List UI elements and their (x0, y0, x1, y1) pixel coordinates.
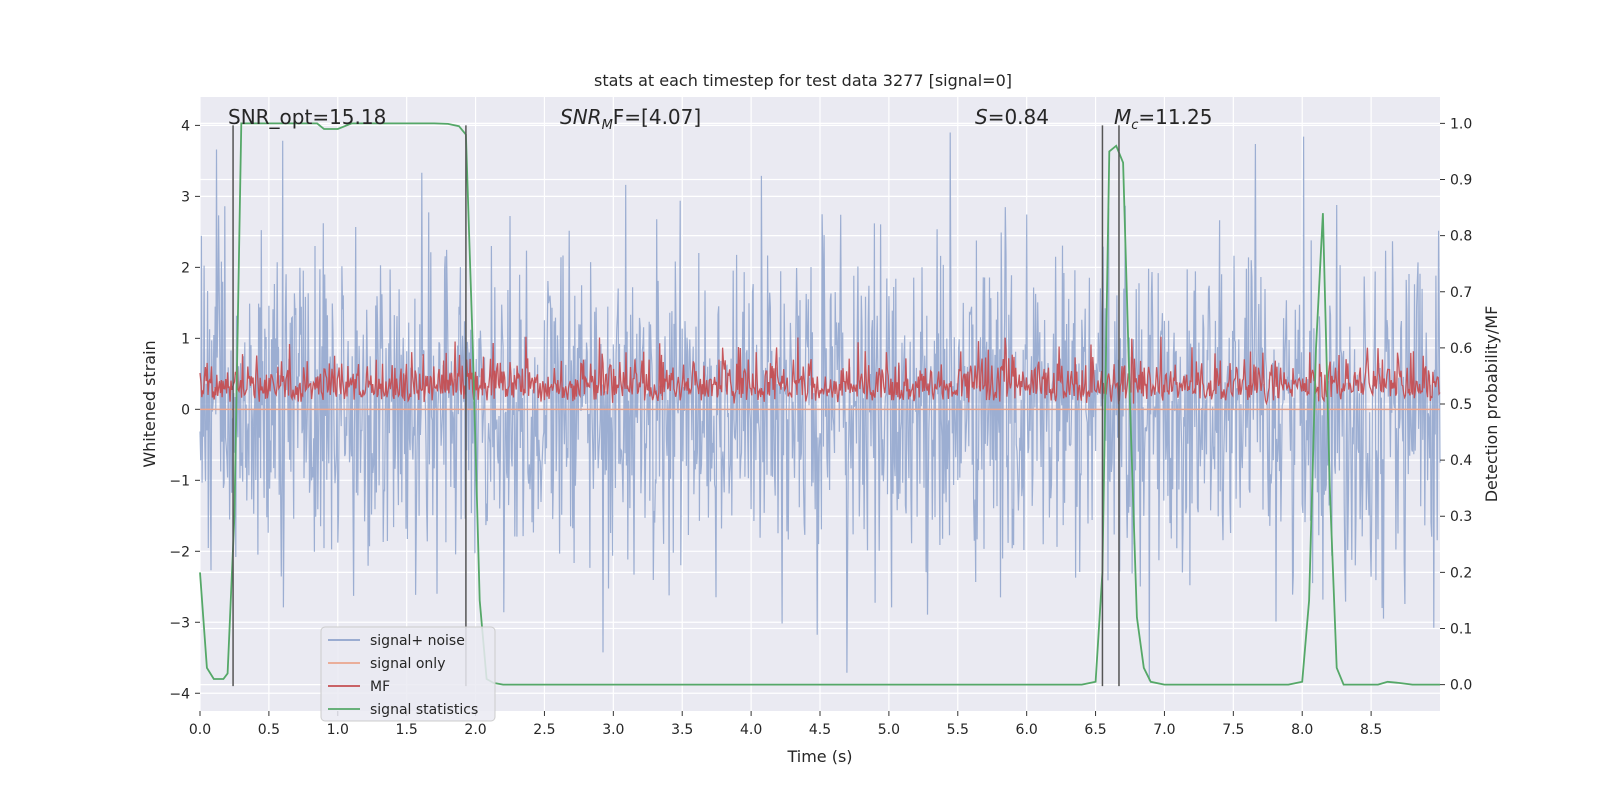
y-right-tick-label: 0.0 (1450, 678, 1472, 694)
y-tick-label: −2 (169, 544, 190, 560)
y-axis-right-label: Detection probability/MF (1482, 306, 1501, 503)
x-tick-label: 6.0 (1016, 722, 1038, 738)
y-right-tick-label: 0.1 (1450, 621, 1472, 637)
x-tick-label: 6.5 (1084, 722, 1106, 738)
annotation-snr-mf-base: SNR (560, 105, 602, 129)
x-tick-label: 7.0 (1153, 722, 1175, 738)
vertical-markers (232, 125, 1120, 687)
x-tick-label: 1.0 (327, 722, 349, 738)
y-tick-label: −1 (169, 473, 190, 489)
chart-title: stats at each timestep for test data 327… (594, 71, 1012, 90)
x-tick-label: 8.5 (1360, 722, 1382, 738)
legend-label-signal-only: signal only (370, 656, 445, 672)
x-tick-label: 3.5 (671, 722, 693, 738)
legend-label-mf: MF (370, 679, 390, 695)
grid-horizontal (200, 124, 1440, 694)
x-axis-ticks: 0.0 0.5 1.0 1.5 2.0 2.5 3.0 3.5 4.0 4.5 5.0 5.5 6.0 6… (189, 711, 1382, 738)
annotation-snr-mf: SNRMF=[4.07] (560, 105, 701, 133)
annotation-s-base: S (975, 105, 988, 129)
annotation-snr-mf-rest: F=[4.07] (613, 105, 701, 129)
x-tick-label: 0.0 (189, 722, 211, 738)
y-axis-label: Whitened strain (140, 340, 159, 467)
y-tick-label: 4 (181, 118, 190, 134)
y-axis-right-ticks: 0.0 0.1 0.2 0.3 0.4 0.5 0.6 0.7 0.8 0.9 1.0 (1440, 116, 1472, 694)
y-tick-label: 2 (181, 260, 190, 276)
y-right-tick-label: 1.0 (1450, 116, 1472, 132)
annotation-mc-sub: c (1131, 118, 1138, 133)
x-tick-label: 5.0 (878, 722, 900, 738)
y-tick-label: 0 (181, 402, 190, 418)
x-axis-label: Time (s) (786, 747, 852, 766)
y-right-tick-label: 0.6 (1450, 341, 1472, 357)
y-tick-label: 1 (181, 331, 190, 347)
series-signal-statistics (199, 122, 1440, 686)
legend-label-stat: signal statistics (370, 702, 478, 718)
y-right-tick-label: 0.2 (1450, 565, 1472, 581)
y-tick-label: −4 (169, 686, 190, 702)
y-right-tick-label: 0.7 (1450, 285, 1472, 301)
annotation-s: S=0.84 (975, 105, 1049, 129)
x-tick-label: 8.0 (1291, 722, 1313, 738)
x-tick-label: 5.5 (947, 722, 969, 738)
x-tick-label: 4.5 (809, 722, 831, 738)
x-tick-label: 2.0 (464, 722, 486, 738)
y-axis-ticks: −4 −3 −2 −1 0 1 2 3 4 (169, 118, 200, 702)
legend: signal+ noise signal only MF signal stat… (320, 626, 496, 722)
y-tick-label: 3 (181, 189, 190, 205)
x-tick-label: 4.0 (740, 722, 762, 738)
x-tick-label: 0.5 (258, 722, 280, 738)
x-tick-label: 1.5 (396, 722, 418, 738)
annotation-snr-mf-sub: M (602, 118, 613, 133)
y-right-tick-label: 0.4 (1450, 453, 1472, 469)
annotation-s-rest: =0.84 (988, 105, 1049, 129)
legend-label-noise: signal+ noise (370, 633, 465, 649)
y-right-tick-label: 0.5 (1450, 397, 1472, 413)
annotation-mc-base: M (1114, 105, 1131, 129)
y-tick-label: −3 (169, 615, 190, 631)
x-tick-label: 7.5 (1222, 722, 1244, 738)
series-mf (199, 336, 1441, 406)
y-right-tick-label: 0.8 (1450, 229, 1472, 245)
y-right-tick-label: 0.9 (1450, 173, 1472, 189)
x-tick-label: 3.0 (602, 722, 624, 738)
annotation-snr-opt: SNR_opt=15.18 (228, 105, 386, 129)
y-right-tick-label: 0.3 (1450, 509, 1472, 525)
annotation-mc: Mc=11.25 (1114, 105, 1212, 133)
annotation-mc-rest: =11.25 (1138, 105, 1212, 129)
x-tick-label: 2.5 (533, 722, 555, 738)
legend-box (320, 626, 496, 722)
